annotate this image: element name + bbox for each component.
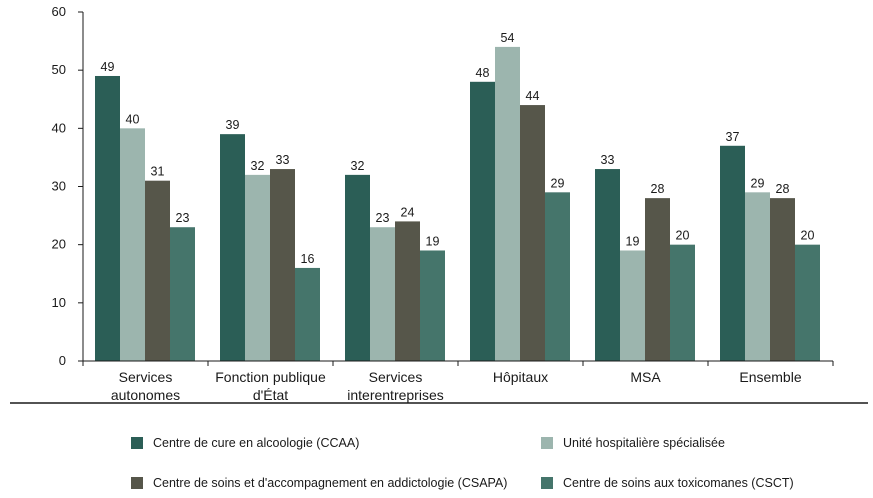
- bar-value-label: 16: [301, 252, 315, 266]
- x-axis: Services autonomes Fonction publique d'État…: [82, 360, 834, 403]
- x-category-label: Ensemble: [739, 369, 801, 385]
- bar: [295, 267, 320, 361]
- y-axis: 0 10 20 30 40 50 60: [52, 4, 84, 368]
- bar: [620, 250, 645, 361]
- bar-value-label: 37: [726, 130, 740, 144]
- x-category-label: Services: [369, 369, 423, 385]
- bar-value-label: 32: [251, 159, 265, 173]
- bar: [95, 75, 120, 361]
- bar-value-label: 29: [551, 176, 565, 190]
- bar: [470, 81, 495, 362]
- bar-value-label: 39: [226, 118, 240, 132]
- bar-value-label: 28: [651, 182, 665, 196]
- bar: [795, 244, 820, 361]
- bar-value-label: 44: [526, 89, 540, 103]
- bar-value-label: 40: [126, 112, 140, 126]
- bar: [370, 227, 395, 361]
- bar: [645, 198, 670, 361]
- bar: [345, 174, 370, 361]
- bar: [170, 227, 195, 361]
- bar-value-label: 33: [276, 153, 290, 167]
- bar-value-label: 49: [101, 60, 115, 74]
- y-tick-label: 50: [52, 62, 66, 77]
- y-tick-label: 60: [52, 4, 66, 19]
- bar: [745, 192, 770, 361]
- bar-value-label: 19: [626, 234, 640, 248]
- bar: [220, 134, 245, 361]
- y-tick-label: 10: [52, 295, 66, 310]
- y-tick-label: 0: [59, 353, 66, 368]
- x-category-label: Fonction publique: [215, 369, 326, 385]
- x-category-label: interentreprises: [347, 387, 444, 403]
- y-tick-label: 30: [52, 179, 66, 194]
- bar-value-label: 54: [501, 31, 515, 45]
- bar-value-label: 23: [376, 211, 390, 225]
- bar-value-label: 33: [601, 153, 615, 167]
- x-category-label: Hôpitaux: [493, 369, 548, 385]
- bar-value-label: 20: [801, 229, 815, 243]
- bar-value-label: 32: [351, 159, 365, 173]
- x-category-label: Services: [119, 369, 173, 385]
- bar-value-label: 24: [401, 205, 415, 219]
- bar: [270, 169, 295, 361]
- bar-value-label: 28: [776, 182, 790, 196]
- y-tick-label: 40: [52, 120, 66, 135]
- bar-value-label: 31: [151, 165, 165, 179]
- x-category-label: MSA: [630, 369, 661, 385]
- bar: [420, 250, 445, 361]
- bar: [120, 128, 145, 361]
- x-category-label: d'État: [253, 387, 288, 403]
- bar: [720, 145, 745, 361]
- bar: [245, 174, 270, 361]
- bar-value-label: 23: [176, 211, 190, 225]
- bar: [395, 221, 420, 361]
- bar: [520, 105, 545, 361]
- bars-group: 49 40 31 23 39 32 33 16 32 23 24 19 48 54 44 29 33 19 28 20…: [95, 31, 820, 362]
- bar-value-label: 19: [426, 234, 440, 248]
- bar: [545, 192, 570, 361]
- y-tick-label: 20: [52, 237, 66, 252]
- bar-value-label: 29: [751, 176, 765, 190]
- bar: [145, 180, 170, 361]
- bar: [595, 169, 620, 361]
- x-category-label: autonomes: [111, 387, 180, 403]
- bar-value-label: 48: [476, 66, 490, 80]
- bar-value-label: 20: [676, 229, 690, 243]
- bar: [670, 244, 695, 361]
- bar: [495, 46, 520, 362]
- bar: [770, 198, 795, 361]
